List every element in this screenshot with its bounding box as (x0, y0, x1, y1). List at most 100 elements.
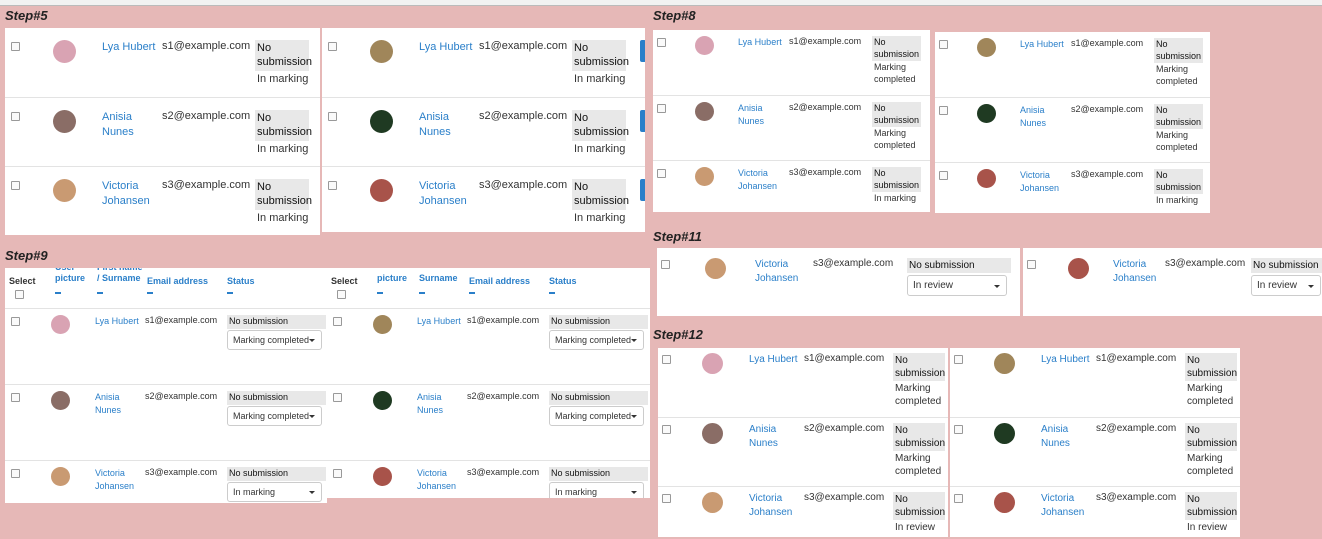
submission-status: No submission (572, 179, 629, 210)
row-checkbox[interactable] (333, 469, 342, 478)
row-checkbox[interactable] (11, 42, 20, 51)
user-avatar (51, 315, 70, 334)
row-checkbox[interactable] (328, 181, 337, 190)
row-checkbox[interactable] (662, 425, 671, 434)
user-name[interactable]: Victoria Johansen (95, 468, 135, 491)
marking-workflow-select[interactable]: Marking completed (549, 406, 644, 427)
action-button[interactable] (640, 179, 645, 201)
table-panel: Lya Hubert s1@example.com No submission Mar… (653, 30, 930, 212)
column-header[interactable]: Email address (469, 276, 531, 286)
user-name[interactable]: Lya Hubert (102, 41, 156, 53)
user-name[interactable]: Lya Hubert (1041, 354, 1090, 365)
select-all-checkbox[interactable] (337, 290, 346, 299)
column-header[interactable]: Email address (147, 276, 209, 286)
user-email: s3@example.com (467, 467, 540, 477)
row-checkbox[interactable] (11, 317, 20, 326)
action-button[interactable] (640, 40, 645, 62)
user-name[interactable]: Lya Hubert (95, 316, 139, 326)
user-name[interactable]: Victoria Johansen (738, 168, 778, 191)
column-header: Select (9, 276, 36, 286)
column-header[interactable]: Surname (419, 273, 458, 283)
row-checkbox[interactable] (939, 171, 948, 180)
user-name[interactable]: Anisia Nunes (102, 111, 134, 139)
user-name[interactable]: Victoria Johansen (755, 259, 799, 284)
row-checkbox[interactable] (11, 469, 20, 478)
submission-status: No submission (227, 391, 326, 405)
user-name[interactable]: Victoria Johansen (1041, 493, 1085, 518)
user-name[interactable]: Victoria Johansen (1113, 259, 1157, 284)
submission-status: No submission (549, 315, 648, 329)
user-avatar (695, 102, 714, 121)
user-name[interactable]: Lya Hubert (738, 37, 782, 47)
row-checkbox[interactable] (328, 42, 337, 51)
row-checkbox[interactable] (954, 355, 963, 364)
column-header[interactable]: picture (377, 273, 408, 283)
user-name[interactable]: Anisia Nunes (1020, 105, 1047, 128)
user-email: s1@example.com (804, 353, 885, 364)
marking-workflow-select[interactable]: In marking (227, 482, 322, 503)
user-email: s2@example.com (145, 391, 218, 401)
row-checkbox[interactable] (939, 106, 948, 115)
row-checkbox[interactable] (328, 112, 337, 121)
user-name[interactable]: Anisia Nunes (95, 392, 122, 415)
row-checkbox[interactable] (333, 393, 342, 402)
user-name[interactable]: Victoria Johansen (417, 468, 457, 491)
column-header[interactable]: Status (227, 276, 255, 286)
column-header[interactable]: First name / Surname (97, 268, 143, 283)
marking-workflow-select[interactable]: In review (907, 275, 1007, 296)
table-row: Lya Hubert s1@example.com No submission In … (322, 28, 645, 97)
table-row: Anisia Nunes s2@example.com No submission M… (653, 95, 930, 161)
step-label: Step#5 (5, 8, 48, 23)
user-name[interactable]: Anisia Nunes (749, 424, 778, 449)
action-button[interactable] (640, 110, 645, 132)
row-checkbox[interactable] (333, 317, 342, 326)
row-checkbox[interactable] (657, 38, 666, 47)
marking-workflow-select[interactable]: In marking (549, 482, 644, 498)
user-email: s3@example.com (479, 179, 568, 191)
user-name[interactable]: Anisia Nunes (417, 392, 444, 415)
user-avatar (373, 391, 392, 410)
marking-workflow-select[interactable]: In review (1251, 275, 1321, 296)
user-name[interactable]: Victoria Johansen (749, 493, 793, 518)
row-checkbox[interactable] (11, 181, 20, 190)
submission-status: No submission (893, 423, 946, 451)
user-name[interactable]: Lya Hubert (1020, 39, 1064, 49)
user-name[interactable]: Anisia Nunes (738, 103, 765, 126)
user-name[interactable]: Victoria Johansen (1020, 170, 1060, 193)
user-email: s3@example.com (145, 467, 218, 477)
row-checkbox[interactable] (11, 393, 20, 402)
table-panel: Lya Hubert s1@example.com No submission Mar… (950, 348, 1240, 537)
submission-status: No submission (255, 179, 312, 210)
column-header[interactable]: User picture (55, 268, 86, 283)
user-name[interactable]: Lya Hubert (417, 316, 461, 326)
row-checkbox[interactable] (954, 425, 963, 434)
user-name[interactable]: Lya Hubert (419, 41, 473, 53)
table-row: Victoria Johansen s3@example.com No submis… (1023, 248, 1322, 316)
user-avatar (977, 104, 996, 123)
row-checkbox[interactable] (11, 112, 20, 121)
marking-workflow-select[interactable]: Marking completed (227, 406, 322, 427)
submission-status: No submission (872, 167, 921, 193)
column-header[interactable]: Status (549, 276, 577, 286)
select-all-checkbox[interactable] (15, 290, 24, 299)
row-checkbox[interactable] (657, 169, 666, 178)
submission-status: No submission (893, 492, 946, 520)
user-avatar (53, 110, 76, 133)
row-checkbox[interactable] (662, 355, 671, 364)
row-checkbox[interactable] (1027, 260, 1036, 269)
row-checkbox[interactable] (661, 260, 670, 269)
sort-indicator (419, 292, 425, 294)
user-name[interactable]: Lya Hubert (749, 354, 798, 365)
user-name[interactable]: Victoria Johansen (419, 180, 467, 208)
row-checkbox[interactable] (954, 494, 963, 503)
user-name[interactable]: Anisia Nunes (419, 111, 451, 139)
row-checkbox[interactable] (657, 104, 666, 113)
marking-workflow-select[interactable]: Marking completed (227, 330, 322, 351)
marking-status: Marking completed (895, 453, 942, 477)
user-name[interactable]: Victoria Johansen (102, 180, 150, 208)
user-avatar (695, 36, 714, 55)
user-name[interactable]: Anisia Nunes (1041, 424, 1070, 449)
marking-workflow-select[interactable]: Marking completed (549, 330, 644, 351)
row-checkbox[interactable] (662, 494, 671, 503)
row-checkbox[interactable] (939, 40, 948, 49)
